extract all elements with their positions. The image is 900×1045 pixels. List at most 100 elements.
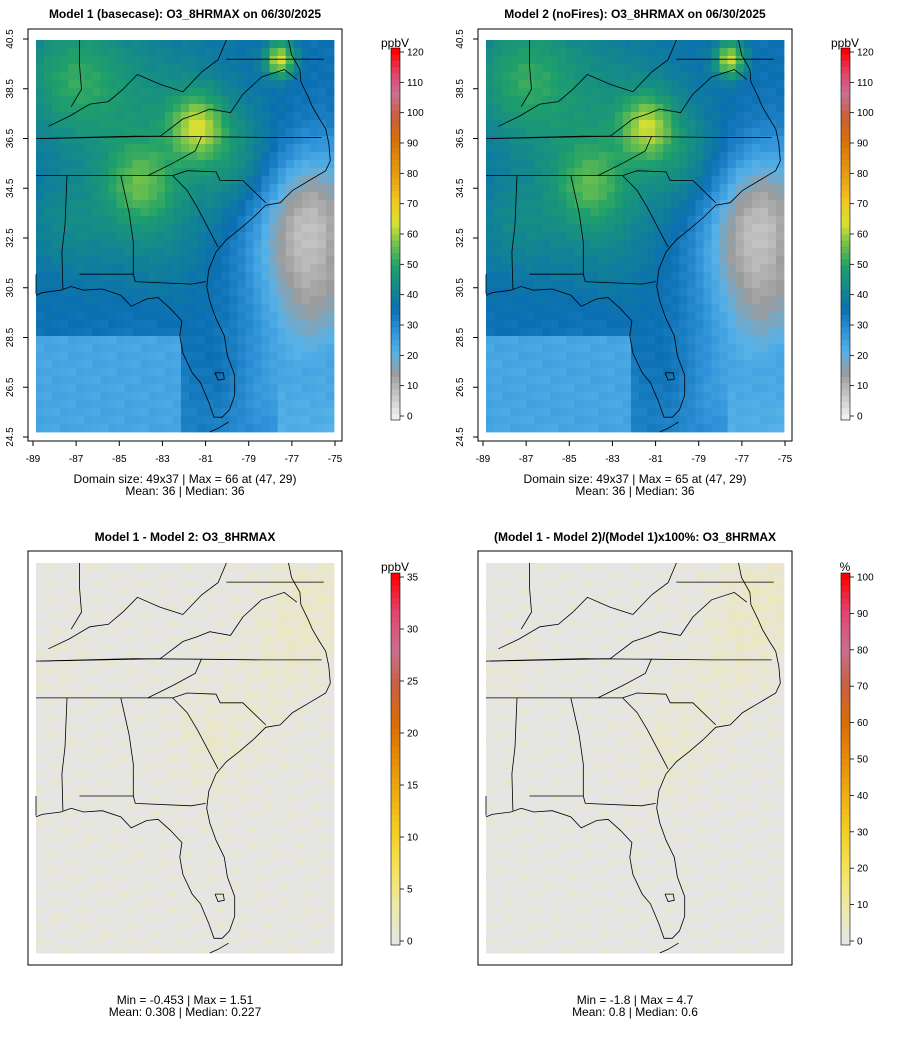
grid-cell bbox=[679, 64, 688, 73]
grid-cell bbox=[156, 128, 166, 137]
grid-cell bbox=[614, 328, 624, 337]
grid-cell bbox=[630, 120, 640, 129]
grid-cell bbox=[510, 288, 519, 297]
grid-cell bbox=[695, 240, 704, 249]
grid-cell bbox=[494, 248, 503, 257]
grid-cell bbox=[237, 746, 246, 755]
grid-cell bbox=[526, 112, 535, 121]
colorbar-tick-label: 20 bbox=[407, 351, 419, 362]
grid-cell bbox=[205, 642, 214, 651]
grid-cell bbox=[221, 634, 230, 643]
grid-cell bbox=[84, 104, 93, 113]
grid-cell bbox=[148, 80, 158, 89]
grid-cell bbox=[180, 563, 190, 572]
grid-cell bbox=[52, 602, 61, 612]
grid-cell bbox=[76, 328, 85, 337]
grid-cell bbox=[743, 168, 753, 177]
grid-cell bbox=[261, 72, 270, 81]
grid-cell bbox=[582, 112, 592, 121]
grid-cell bbox=[639, 336, 648, 345]
grid-cell bbox=[622, 408, 632, 417]
grid-cell bbox=[197, 240, 206, 249]
colorbar-step bbox=[391, 122, 400, 129]
grid-cell bbox=[759, 264, 769, 273]
grid-cell bbox=[590, 320, 600, 329]
grid-cell bbox=[52, 650, 61, 659]
grid-cell bbox=[36, 240, 45, 249]
grid-cell bbox=[36, 272, 45, 281]
grid-cell bbox=[108, 336, 117, 345]
grid-cell bbox=[229, 682, 238, 691]
grid-cell bbox=[197, 376, 206, 385]
grid-cell bbox=[325, 769, 335, 779]
grid-cell bbox=[647, 288, 656, 297]
grid-cell bbox=[261, 48, 270, 57]
grid-cell bbox=[172, 288, 182, 297]
grid-cell bbox=[156, 192, 166, 201]
grid-cell bbox=[189, 368, 198, 377]
grid-cell bbox=[269, 352, 279, 361]
grid-cell bbox=[205, 128, 214, 137]
grid-cell bbox=[293, 248, 303, 257]
grid-cell bbox=[639, 352, 648, 361]
grid-cell bbox=[132, 88, 142, 97]
x-tick-label: -83 bbox=[155, 454, 170, 465]
grid-cell bbox=[614, 168, 624, 177]
grid-cell bbox=[767, 144, 777, 153]
grid-cell bbox=[719, 152, 729, 161]
grid-cell bbox=[132, 112, 142, 121]
grid-cell bbox=[44, 192, 53, 201]
grid-cell bbox=[309, 280, 319, 289]
grid-cell bbox=[518, 256, 527, 265]
grid-cell bbox=[189, 136, 198, 145]
grid-cell bbox=[590, 176, 600, 185]
grid-cell bbox=[317, 754, 327, 763]
grid-cell bbox=[261, 578, 270, 588]
grid-cell bbox=[743, 264, 753, 273]
grid-cell bbox=[229, 200, 238, 209]
grid-cell bbox=[703, 160, 712, 169]
grid-cell bbox=[253, 400, 262, 409]
grid-cell bbox=[590, 104, 600, 113]
grid-cell bbox=[494, 96, 503, 105]
grid-cell bbox=[213, 208, 222, 217]
grid-cell bbox=[679, 400, 688, 409]
grid-cell bbox=[269, 650, 279, 659]
grid-cell bbox=[172, 144, 182, 153]
grid-cell bbox=[245, 416, 254, 425]
grid-cell bbox=[84, 272, 93, 281]
grid-cell bbox=[647, 304, 656, 313]
grid-cell bbox=[229, 570, 238, 580]
grid-cell bbox=[124, 785, 134, 795]
grid-cell bbox=[317, 192, 327, 201]
grid-cell bbox=[92, 120, 101, 129]
grid-cell bbox=[743, 144, 753, 153]
grid-cell bbox=[269, 152, 279, 161]
grid-cell bbox=[309, 80, 319, 89]
grid-cell bbox=[317, 240, 327, 249]
grid-cell bbox=[180, 746, 190, 755]
grid-cell bbox=[92, 224, 101, 233]
grid-cell bbox=[582, 232, 592, 241]
grid-cell bbox=[108, 296, 117, 305]
grid-cell bbox=[510, 152, 519, 161]
grid-cell bbox=[582, 88, 592, 97]
grid-cell bbox=[695, 320, 704, 329]
grid-cell bbox=[566, 384, 575, 393]
grid-cell bbox=[695, 56, 704, 65]
grid-cell bbox=[518, 400, 527, 409]
grid-cell bbox=[301, 64, 311, 73]
grid-cell bbox=[84, 112, 93, 121]
grid-cell bbox=[285, 706, 295, 715]
grid-cell bbox=[622, 256, 632, 265]
grid-cell bbox=[711, 352, 720, 361]
grid-cell bbox=[36, 400, 45, 409]
colorbar-step bbox=[391, 128, 400, 136]
grid-cell bbox=[229, 320, 238, 329]
grid-cell bbox=[542, 240, 551, 249]
grid-cell bbox=[679, 392, 688, 401]
grid-cell bbox=[180, 216, 190, 225]
grid-cell bbox=[148, 602, 158, 612]
grid-cell bbox=[172, 610, 182, 620]
grid-cell bbox=[759, 96, 769, 105]
